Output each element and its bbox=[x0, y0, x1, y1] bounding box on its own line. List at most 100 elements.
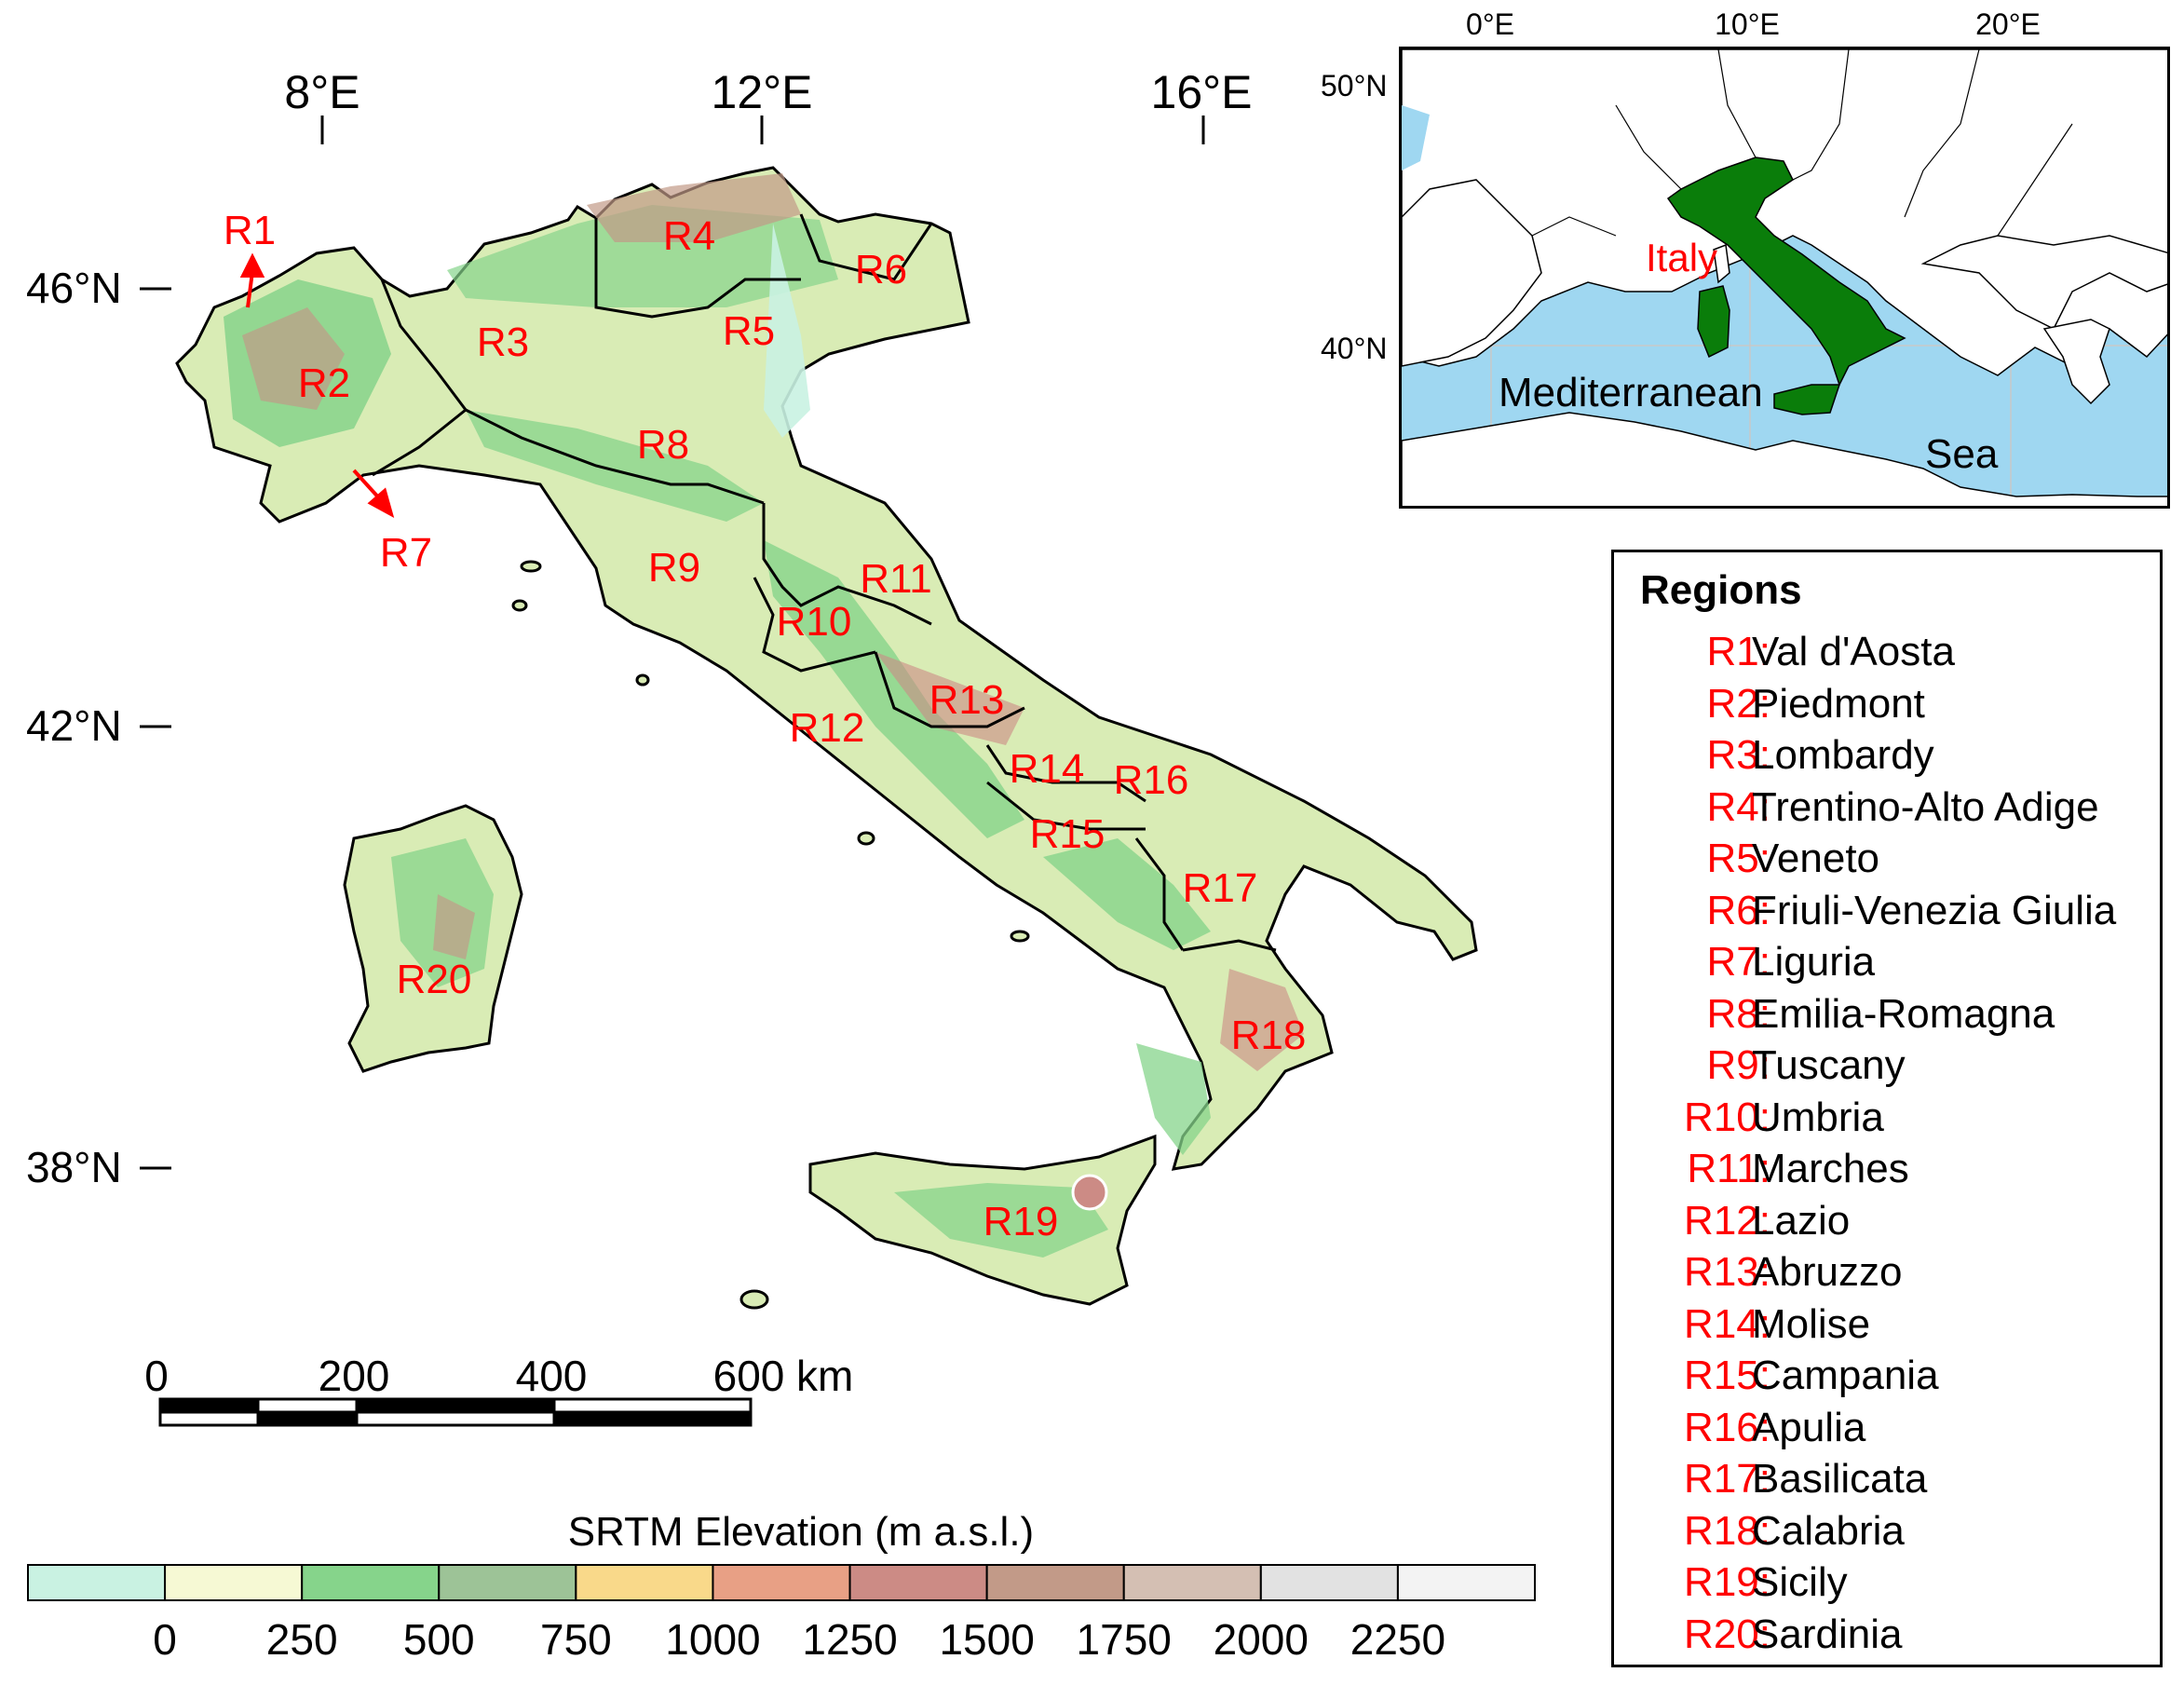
legend-item-code: R10: bbox=[1684, 1094, 1770, 1140]
inset-italy-label: Italy bbox=[1646, 236, 1718, 279]
colorbar-swatch bbox=[301, 1564, 441, 1601]
colorbar-tick-label: 1500 bbox=[939, 1615, 1035, 1664]
legend-item-code: R18: bbox=[1684, 1507, 1770, 1554]
inset-africa-land bbox=[1402, 412, 2167, 506]
inset-lon-20e: 20°E bbox=[1975, 7, 2041, 41]
region-label-r6: R6 bbox=[854, 247, 908, 292]
region-label-r2: R2 bbox=[297, 360, 351, 406]
legend-item-code: R2: bbox=[1706, 680, 1770, 727]
legend-item-name: Trentino-Alto Adige bbox=[1752, 783, 2099, 830]
latitude-ticks bbox=[140, 287, 171, 1170]
colorbar-swatch bbox=[27, 1564, 167, 1601]
legend-item: R9: Tuscany bbox=[1614, 1042, 2164, 1094]
colorbar-swatch bbox=[848, 1564, 988, 1601]
region-boundaries bbox=[372, 213, 1277, 952]
inset-lon-10e: 10°E bbox=[1715, 7, 1780, 41]
legend-item: R5: Veneto bbox=[1614, 836, 2164, 887]
legend-item-code: R15: bbox=[1684, 1353, 1770, 1398]
small-islands bbox=[511, 560, 1030, 1310]
region-label-r19: R19 bbox=[983, 1199, 1059, 1244]
colorbar-tick-label: 250 bbox=[265, 1615, 338, 1664]
legend-item-code: R7: bbox=[1706, 939, 1770, 985]
colorbar-swatch bbox=[164, 1564, 304, 1601]
legend-item-name: Molise bbox=[1752, 1300, 1871, 1347]
inset-sicily-shape bbox=[1773, 384, 1841, 415]
sardinia-island bbox=[343, 804, 523, 1073]
lat-label-38n: 38°N bbox=[26, 1143, 122, 1191]
legend-item: R13: Abruzzo bbox=[1614, 1249, 2164, 1300]
legend-item: R11: Marches bbox=[1614, 1146, 2164, 1197]
inset-lon-0e: 0°E bbox=[1466, 7, 1514, 41]
inset-borders bbox=[1531, 49, 2073, 237]
legend-item: R20: Sardinia bbox=[1614, 1611, 2164, 1663]
legend-item-code: R12: bbox=[1684, 1197, 1770, 1244]
legend-item: R14: Molise bbox=[1614, 1301, 2164, 1353]
region-label-r8: R8 bbox=[636, 422, 690, 468]
colorbar-swatch bbox=[712, 1564, 851, 1601]
inset-svg bbox=[1402, 49, 2167, 506]
legend-item-code: R16: bbox=[1684, 1404, 1770, 1450]
colorbar-tick-label: 750 bbox=[539, 1615, 612, 1664]
r1-arrow bbox=[239, 252, 265, 308]
scale-unit: km bbox=[796, 1352, 854, 1400]
region-label-r17: R17 bbox=[1182, 865, 1258, 911]
legend-item: R10: Umbria bbox=[1614, 1095, 2164, 1146]
colorbar-tick-label: 1000 bbox=[665, 1615, 761, 1664]
sicily-island bbox=[808, 1134, 1157, 1306]
region-label-r20: R20 bbox=[396, 957, 472, 1002]
legend-item-name: Piedmont bbox=[1752, 680, 1925, 727]
legend-item-name: Tuscany bbox=[1752, 1042, 1906, 1088]
inset-greece-land bbox=[2042, 319, 2110, 405]
legend-item: R7: Liguria bbox=[1614, 939, 2164, 990]
legend-item-name: Val d'Aosta bbox=[1752, 629, 1955, 674]
scale-tick-200: 200 bbox=[318, 1352, 390, 1400]
inset-corsica-shape bbox=[1713, 243, 1730, 284]
legend-item-name: Basilicata bbox=[1752, 1456, 1928, 1502]
legend-item-code: R1: bbox=[1706, 629, 1770, 674]
region-label-r15-apulia-pos: R16 bbox=[1113, 757, 1189, 803]
colorbar-swatch bbox=[1396, 1564, 1536, 1601]
region-label-r5: R5 bbox=[722, 308, 776, 354]
legend-item-code: R5: bbox=[1706, 836, 1770, 881]
inset-lat-50n: 50°N bbox=[1321, 69, 1388, 102]
legend-item: R6: Friuli-Venezia Giulia bbox=[1614, 888, 2164, 939]
colorbar-swatch bbox=[985, 1564, 1125, 1601]
colorbar-tick-label: 2000 bbox=[1213, 1615, 1309, 1664]
region-label-r18: R18 bbox=[1230, 1013, 1307, 1058]
region-label-r10: R10 bbox=[776, 599, 852, 645]
legend-item-name: Abruzzo bbox=[1752, 1249, 1903, 1295]
legend-item: R3: Lombardy bbox=[1614, 732, 2164, 783]
scale-tick-600: 600 bbox=[712, 1352, 785, 1400]
legend-item-name: Apulia bbox=[1752, 1404, 1866, 1450]
legend-item-name: Sicily bbox=[1752, 1559, 1848, 1605]
legend-item-name: Campania bbox=[1752, 1353, 1939, 1398]
legend-item-code: R3: bbox=[1706, 732, 1770, 778]
scale-tick-400: 400 bbox=[515, 1352, 588, 1400]
inset-lat-40n: 40°N bbox=[1321, 332, 1388, 365]
legend-item: R8: Emilia-Romagna bbox=[1614, 991, 2164, 1042]
legend-item-code: R13: bbox=[1684, 1249, 1770, 1295]
inset-atlantic-sea bbox=[1402, 105, 1430, 170]
region-label-r7: R7 bbox=[379, 530, 433, 576]
legend-item-name: Umbria bbox=[1752, 1094, 1884, 1140]
region-label-r13: R13 bbox=[929, 677, 1005, 723]
legend-item-name: Veneto bbox=[1752, 836, 1880, 881]
regions-legend: Regions R1: Val d'Aosta R2: Piedmont R3: Lomb… bbox=[1611, 550, 2163, 1667]
legend-item: R17: Basilicata bbox=[1614, 1456, 2164, 1507]
colorbar-swatch bbox=[438, 1564, 577, 1601]
legend-item: R1: Val d'Aosta bbox=[1614, 629, 2164, 680]
colorbar-swatch bbox=[1259, 1564, 1399, 1601]
legend-item-name: Liguria bbox=[1752, 939, 1876, 985]
scale-tick-0: 0 bbox=[144, 1352, 169, 1400]
legend-item-code: R9: bbox=[1706, 1042, 1770, 1088]
inset-sea-label-1: Mediterranean bbox=[1499, 370, 1763, 415]
region-label-r4: R4 bbox=[662, 213, 716, 259]
colorbar-tick-label: 500 bbox=[402, 1615, 475, 1664]
inset-balkans-land bbox=[1920, 235, 2167, 331]
legend-item-code: R11: bbox=[1687, 1146, 1770, 1191]
colorbar-tick-label: 2250 bbox=[1350, 1615, 1446, 1664]
legend-item-code: R14: bbox=[1684, 1300, 1770, 1347]
region-label-r1: R1 bbox=[223, 208, 277, 253]
legend-item-name: Marches bbox=[1752, 1146, 1909, 1191]
longitude-ticks bbox=[320, 116, 1205, 144]
